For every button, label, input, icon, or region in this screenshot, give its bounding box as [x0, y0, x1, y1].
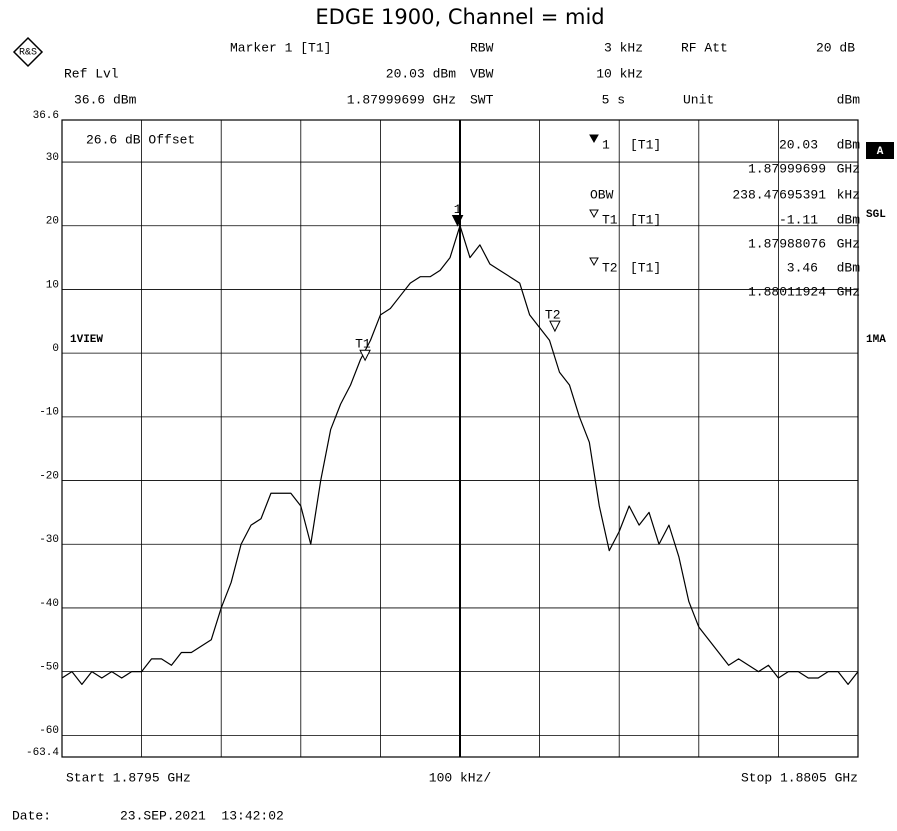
marker-label: T2: [545, 308, 561, 323]
marker-x-unit: GHz: [837, 236, 860, 251]
marker-label: 1: [454, 202, 462, 217]
marker-value: 20.03: [779, 137, 818, 152]
marker-x-unit: GHz: [837, 161, 860, 176]
swt-value: 5 s: [602, 92, 625, 107]
ref-lvl-value: 36.6 dBm: [74, 92, 137, 107]
marker-header: Marker 1 [T1]: [230, 40, 331, 55]
unit-label: Unit: [683, 92, 714, 107]
marker-symbol: 1: [602, 137, 610, 152]
rf-att-label: RF Att: [681, 40, 728, 55]
y-tick-label: 30: [46, 152, 59, 164]
trace-mode: 1MA: [866, 334, 886, 346]
y-tick-label: -20: [39, 470, 59, 482]
rbw-label: RBW: [470, 40, 494, 55]
marker-symbol: T1: [602, 212, 618, 227]
y-tick-label: 20: [46, 216, 59, 228]
obw-unit: kHz: [837, 187, 860, 202]
marker-symbol: T2: [602, 260, 618, 275]
marker: [451, 215, 464, 227]
y-tick-label: 0: [52, 343, 59, 355]
span: 100 kHz/: [429, 770, 492, 785]
view-label: 1VIEW: [70, 334, 103, 346]
marker-unit: dBm: [837, 137, 861, 152]
stop-freq: Stop 1.8805 GHz: [741, 770, 858, 785]
a-badge: [866, 142, 894, 159]
trace: [61, 225, 859, 685]
sgl-label: SGL: [866, 209, 886, 221]
marker-label: T1: [355, 337, 371, 352]
y-tick-label: -50: [39, 662, 59, 674]
marker-unit: dBm: [837, 212, 861, 227]
marker-trace: [T1]: [630, 212, 661, 227]
ref-lvl-label: Ref Lvl: [64, 66, 119, 81]
marker-trace: [T1]: [630, 260, 661, 275]
marker-level: 20.03 dBm: [386, 66, 456, 81]
obw-label: OBW: [590, 187, 614, 202]
marker-value: 3.46: [787, 260, 818, 275]
svg-text:R&S: R&S: [19, 48, 37, 59]
marker-value: -1.11: [779, 212, 818, 227]
marker-unit: dBm: [837, 260, 861, 275]
y-tick-label: -40: [39, 598, 59, 610]
logo: R&S: [12, 36, 44, 68]
y-tick-label: -30: [39, 534, 59, 546]
vbw-label: VBW: [470, 66, 494, 81]
start-freq: Start 1.8795 GHz: [66, 770, 191, 785]
rf-att-value: 20 dB: [816, 40, 855, 55]
a-label: A: [877, 146, 884, 158]
date-label: Date:: [12, 808, 51, 823]
date: 23.SEP.2021 13:42:02: [120, 808, 284, 823]
marker-freq: 1.87988076: [748, 236, 826, 251]
swt-label: SWT: [470, 92, 494, 107]
y-tick-label: 36.6: [33, 110, 59, 122]
table-marker-icon: [589, 257, 599, 267]
y-tick-label: -63.4: [26, 747, 59, 759]
marker-freq: 1.87999699 GHz: [347, 92, 456, 107]
unit-value: dBm: [837, 92, 861, 107]
marker: [549, 320, 561, 333]
rbw-value: 3 kHz: [604, 40, 643, 55]
marker-freq: 1.88011924: [748, 284, 826, 299]
y-tick-label: -10: [39, 407, 59, 419]
vbw-value: 10 kHz: [596, 66, 643, 81]
table-marker-icon: [589, 134, 599, 144]
marker-freq: 1.87999699: [748, 161, 826, 176]
offset: 26.6 dB Offset: [86, 132, 195, 147]
marker-trace: [T1]: [630, 137, 661, 152]
y-tick-label: -60: [39, 725, 59, 737]
table-marker-icon: [589, 209, 599, 219]
y-tick-label: 10: [46, 279, 59, 291]
marker-x-unit: GHz: [837, 284, 860, 299]
obw-value: 238.47695391: [732, 187, 826, 202]
chart-title: EDGE 1900, Channel = mid: [315, 5, 604, 29]
marker: [359, 349, 371, 362]
